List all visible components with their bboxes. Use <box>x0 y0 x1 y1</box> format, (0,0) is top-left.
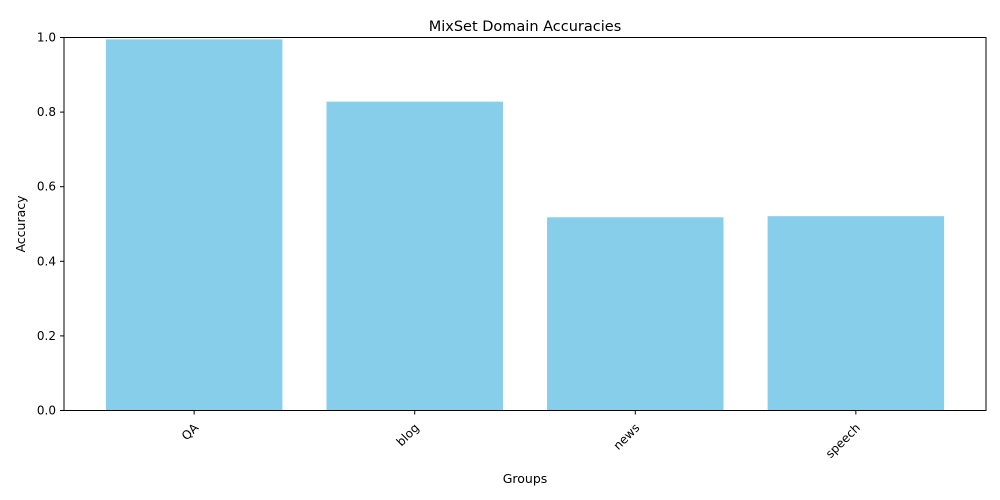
x-tick-label-news: news <box>611 421 643 453</box>
plot-frame <box>63 37 987 411</box>
y-tick-label: 0.8 <box>37 105 56 119</box>
x-axis: QA blog news speech <box>179 410 863 461</box>
bar-speech <box>767 216 945 411</box>
x-axis-label: Groups <box>503 471 548 486</box>
y-tick-label: 0.2 <box>37 329 56 343</box>
chart-title: MixSet Domain Accuracies <box>429 19 622 35</box>
y-tick-label: 0.4 <box>37 254 56 268</box>
x-tick-label-blog: blog <box>394 421 422 449</box>
y-tick-label: 0.0 <box>37 404 56 418</box>
bar-qa <box>105 39 283 411</box>
y-axis-label: Accuracy <box>13 195 28 253</box>
y-tick-label: 1.0 <box>37 31 56 45</box>
bar-blog <box>326 101 503 411</box>
bar-news <box>547 217 724 411</box>
y-tick-label: 0.6 <box>37 180 56 194</box>
bars-group <box>105 39 945 411</box>
y-axis: 0.0 0.2 0.4 0.6 0.8 1.0 <box>37 31 64 418</box>
x-tick-label-speech: speech <box>823 421 863 461</box>
x-tick-label-qa: QA <box>179 420 202 443</box>
